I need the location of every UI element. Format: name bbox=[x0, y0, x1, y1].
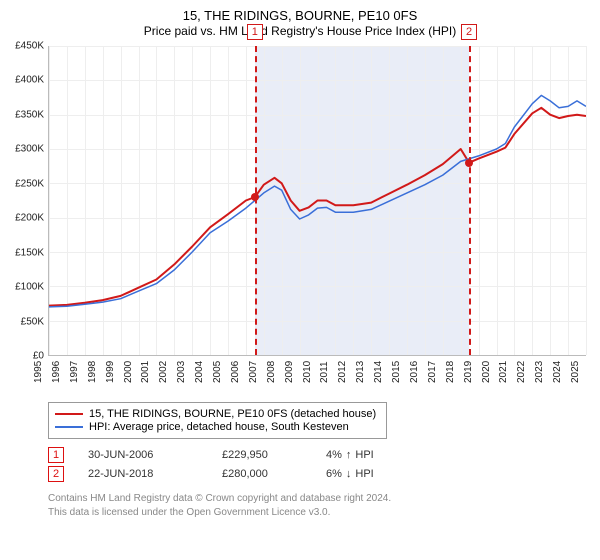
transaction-price: £229,950 bbox=[222, 449, 302, 461]
transaction-index: 2 bbox=[48, 466, 64, 482]
series-property bbox=[49, 108, 586, 306]
transaction-row: 2 22-JUN-2018 £280,000 6% ↓ HPI bbox=[48, 466, 592, 482]
y-tick-label: £250K bbox=[8, 178, 44, 189]
chart-title: 15, THE RIDINGS, BOURNE, PE10 0FS bbox=[8, 8, 592, 23]
y-tick-label: £300K bbox=[8, 144, 44, 155]
x-tick-label: 1996 bbox=[51, 361, 62, 383]
x-tick-label: 2003 bbox=[176, 361, 187, 383]
attribution-footer: Contains HM Land Registry data © Crown c… bbox=[48, 492, 568, 519]
x-tick-label: 1998 bbox=[87, 361, 98, 383]
x-tick-label: 2001 bbox=[140, 361, 151, 383]
delta-arrow-icon: ↑ bbox=[346, 449, 352, 461]
plot-area: 12 bbox=[48, 46, 586, 356]
transaction-delta: 6% ↓ HPI bbox=[326, 468, 374, 480]
marker-guideline bbox=[469, 46, 471, 355]
x-tick-label: 2006 bbox=[230, 361, 241, 383]
x-tick-label: 2005 bbox=[212, 361, 223, 383]
marker-index-label: 1 bbox=[247, 24, 263, 40]
x-tick-label: 1999 bbox=[104, 361, 115, 383]
x-tick-label: 2010 bbox=[301, 361, 312, 383]
transaction-table: 1 30-JUN-2006 £229,950 4% ↑ HPI 2 22-JUN-2018… bbox=[48, 447, 592, 482]
y-tick-label: £350K bbox=[8, 109, 44, 120]
x-tick-label: 2002 bbox=[158, 361, 169, 383]
y-tick-label: £200K bbox=[8, 213, 44, 224]
transaction-row: 1 30-JUN-2006 £229,950 4% ↑ HPI bbox=[48, 447, 592, 463]
transaction-price: £280,000 bbox=[222, 468, 302, 480]
x-tick-label: 2017 bbox=[427, 361, 438, 383]
x-tick-label: 2009 bbox=[283, 361, 294, 383]
marker-dot bbox=[251, 193, 259, 201]
x-axis: 1995199619971998199920002001200220032004… bbox=[48, 356, 586, 376]
footer-line-1: Contains HM Land Registry data © Crown c… bbox=[48, 492, 568, 506]
y-tick-label: £150K bbox=[8, 247, 44, 258]
chart-area: £0£50K£100K£150K£200K£250K£300K£350K£400… bbox=[48, 46, 586, 376]
v-gridline bbox=[586, 46, 587, 355]
x-tick-label: 2008 bbox=[266, 361, 277, 383]
delta-percent: 4% bbox=[326, 449, 342, 461]
y-tick-label: £50K bbox=[8, 316, 44, 327]
x-tick-label: 2020 bbox=[480, 361, 491, 383]
x-tick-label: 2019 bbox=[462, 361, 473, 383]
x-tick-label: 2022 bbox=[516, 361, 527, 383]
delta-suffix: HPI bbox=[355, 449, 373, 461]
marker-index-label: 2 bbox=[461, 24, 477, 40]
y-tick-label: £400K bbox=[8, 75, 44, 86]
x-tick-label: 1997 bbox=[69, 361, 80, 383]
x-tick-label: 2023 bbox=[534, 361, 545, 383]
y-tick-label: £100K bbox=[8, 282, 44, 293]
chart-subtitle: Price paid vs. HM Land Registry's House … bbox=[8, 24, 592, 38]
legend-label: HPI: Average price, detached house, Sout… bbox=[89, 421, 349, 433]
x-tick-label: 2007 bbox=[248, 361, 259, 383]
chart-container: 15, THE RIDINGS, BOURNE, PE10 0FS Price … bbox=[0, 0, 600, 529]
y-axis: £0£50K£100K£150K£200K£250K£300K£350K£400… bbox=[8, 46, 44, 356]
delta-suffix: HPI bbox=[355, 468, 373, 480]
x-tick-label: 2018 bbox=[445, 361, 456, 383]
delta-arrow-icon: ↓ bbox=[346, 468, 352, 480]
x-tick-label: 2000 bbox=[122, 361, 133, 383]
y-tick-label: £450K bbox=[8, 41, 44, 52]
legend-swatch bbox=[55, 426, 83, 428]
x-tick-label: 1995 bbox=[33, 361, 44, 383]
footer-line-2: This data is licensed under the Open Gov… bbox=[48, 506, 568, 520]
x-tick-label: 2016 bbox=[409, 361, 420, 383]
x-tick-label: 2004 bbox=[194, 361, 205, 383]
legend-label: 15, THE RIDINGS, BOURNE, PE10 0FS (detac… bbox=[89, 408, 376, 420]
x-tick-label: 2014 bbox=[373, 361, 384, 383]
x-tick-label: 2015 bbox=[391, 361, 402, 383]
legend-item: 15, THE RIDINGS, BOURNE, PE10 0FS (detac… bbox=[55, 408, 376, 420]
legend-swatch bbox=[55, 413, 83, 415]
x-tick-label: 2025 bbox=[570, 361, 581, 383]
x-tick-label: 2013 bbox=[355, 361, 366, 383]
x-tick-label: 2012 bbox=[337, 361, 348, 383]
transaction-delta: 4% ↑ HPI bbox=[326, 449, 374, 461]
transaction-date: 30-JUN-2006 bbox=[88, 449, 198, 461]
transaction-date: 22-JUN-2018 bbox=[88, 468, 198, 480]
x-tick-label: 2021 bbox=[498, 361, 509, 383]
transaction-index: 1 bbox=[48, 447, 64, 463]
marker-dot bbox=[465, 159, 473, 167]
line-series bbox=[49, 46, 586, 355]
delta-percent: 6% bbox=[326, 468, 342, 480]
legend-item: HPI: Average price, detached house, Sout… bbox=[55, 421, 376, 433]
x-tick-label: 2011 bbox=[320, 361, 331, 383]
legend: 15, THE RIDINGS, BOURNE, PE10 0FS (detac… bbox=[48, 402, 387, 439]
x-tick-label: 2024 bbox=[552, 361, 563, 383]
